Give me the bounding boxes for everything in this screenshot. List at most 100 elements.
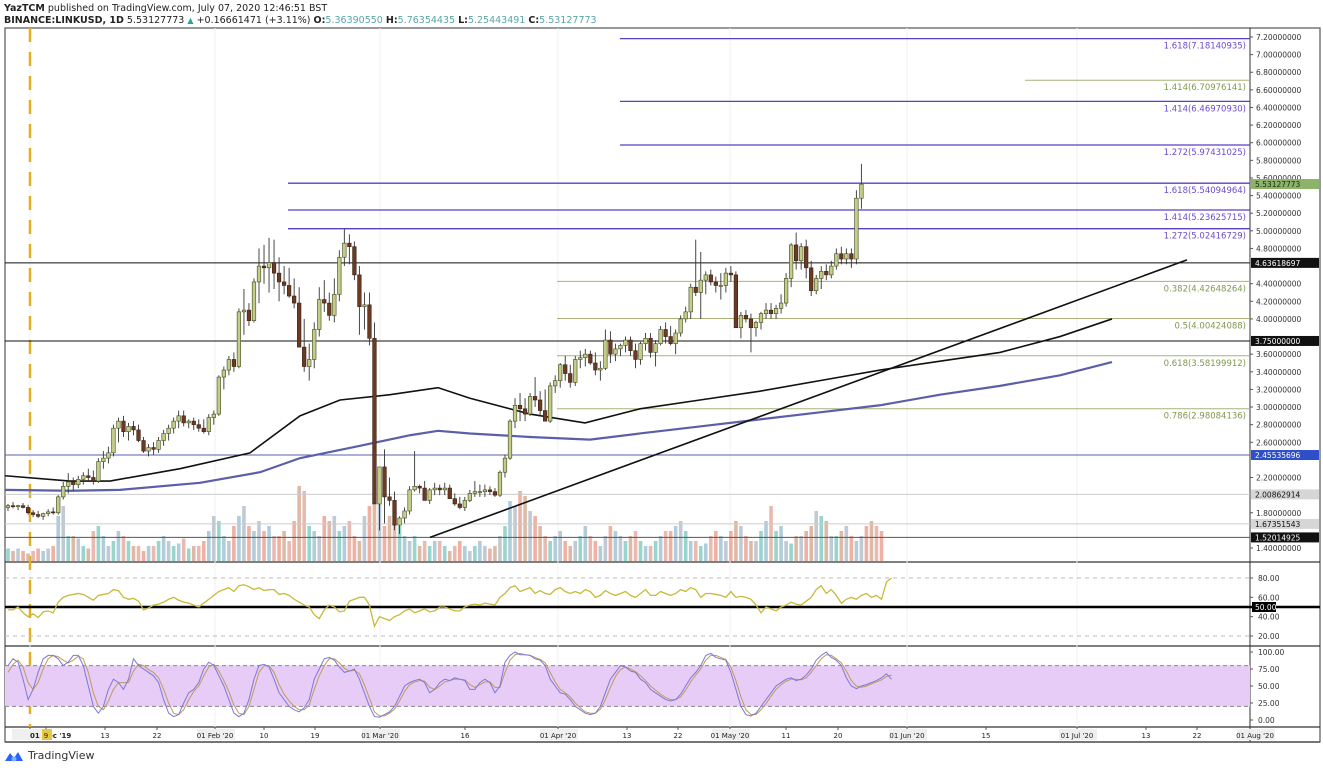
candle[interactable] [598, 367, 603, 371]
candle[interactable] [196, 424, 201, 429]
candle[interactable] [377, 466, 382, 505]
candle[interactable] [101, 457, 106, 462]
candle[interactable] [502, 457, 508, 473]
candle[interactable] [332, 293, 337, 316]
candle[interactable] [743, 315, 749, 320]
candle[interactable] [46, 511, 51, 514]
candle[interactable] [161, 433, 166, 441]
symbol-name[interactable]: BINANCE:LINKUSD, 1D [4, 15, 124, 26]
candle[interactable] [522, 408, 528, 415]
candle[interactable] [558, 364, 563, 381]
candle[interactable] [216, 376, 221, 415]
candle[interactable] [758, 313, 764, 323]
candle[interactable] [497, 471, 503, 496]
candle[interactable] [56, 496, 61, 514]
candle[interactable] [131, 426, 136, 431]
candle[interactable] [41, 513, 46, 517]
candle[interactable] [768, 309, 774, 314]
candle[interactable] [352, 246, 357, 276]
candle[interactable] [638, 343, 643, 360]
candle[interactable] [844, 253, 849, 260]
candle[interactable] [261, 265, 267, 269]
candle[interactable] [527, 396, 533, 415]
candle[interactable] [347, 242, 352, 247]
candle[interactable] [658, 329, 663, 344]
candle[interactable] [432, 487, 437, 491]
candle[interactable] [66, 481, 71, 487]
candle[interactable] [462, 500, 467, 508]
candle[interactable] [25, 507, 31, 514]
candle[interactable] [141, 440, 146, 452]
candle[interactable] [668, 336, 673, 344]
candle[interactable] [703, 274, 708, 281]
candle[interactable] [628, 339, 633, 351]
candle[interactable] [553, 380, 558, 387]
candle[interactable] [81, 475, 86, 480]
candle[interactable] [397, 517, 402, 526]
candle[interactable] [487, 489, 493, 492]
publisher-name[interactable]: YazTCM [4, 3, 45, 14]
tradingview-logo[interactable]: TradingView [4, 749, 94, 762]
candle[interactable] [171, 420, 176, 429]
candle[interactable] [783, 278, 789, 304]
candle[interactable] [211, 413, 216, 418]
candle[interactable] [292, 295, 297, 304]
candle[interactable] [271, 262, 277, 274]
candle[interactable] [633, 350, 638, 360]
price-axis[interactable]: 7.20000000 7.00000000 6.80000000 6.60000000… [1250, 33, 1319, 553]
candle[interactable] [111, 427, 116, 454]
candle[interactable] [317, 299, 322, 330]
candle[interactable] [126, 426, 131, 433]
candle[interactable] [648, 338, 653, 353]
candle[interactable] [387, 496, 392, 501]
candle[interactable] [608, 339, 613, 355]
candle[interactable] [593, 362, 598, 371]
candle[interactable] [20, 505, 26, 508]
candle[interactable] [342, 242, 347, 258]
candle[interactable] [623, 339, 628, 346]
candle[interactable] [532, 396, 538, 401]
candle[interactable] [437, 487, 442, 491]
candle[interactable] [201, 427, 206, 433]
candle[interactable] [226, 359, 231, 371]
candle[interactable] [30, 512, 36, 515]
candle[interactable] [382, 466, 387, 498]
rsi-line[interactable] [8, 577, 892, 629]
candle[interactable] [728, 272, 733, 276]
candle[interactable] [643, 338, 648, 344]
candle[interactable] [753, 322, 759, 329]
candle[interactable] [10, 505, 16, 508]
candle[interactable] [472, 491, 477, 494]
candle[interactable] [392, 500, 397, 526]
candle[interactable] [5, 505, 11, 508]
candle[interactable] [507, 420, 513, 459]
candle[interactable] [281, 281, 287, 286]
candle[interactable] [367, 304, 372, 339]
candle[interactable] [548, 385, 553, 422]
candle[interactable] [412, 486, 417, 491]
candle[interactable] [568, 373, 573, 383]
candle[interactable] [151, 447, 156, 450]
candle[interactable] [809, 267, 814, 292]
candle[interactable] [372, 338, 377, 505]
candle[interactable] [241, 309, 247, 313]
candle[interactable] [36, 514, 41, 517]
candle[interactable] [859, 183, 864, 199]
candle[interactable] [307, 359, 312, 367]
moving-average-200[interactable] [4, 361, 1113, 492]
candle[interactable] [266, 262, 272, 269]
candle[interactable] [236, 311, 242, 367]
candle[interactable] [191, 420, 196, 425]
candle[interactable] [698, 279, 703, 293]
candle[interactable] [231, 359, 237, 367]
candle[interactable] [738, 315, 744, 329]
candle[interactable] [116, 420, 121, 429]
candle[interactable] [723, 272, 728, 286]
candle[interactable] [186, 420, 191, 424]
candle[interactable] [804, 246, 809, 269]
candle[interactable] [688, 286, 693, 313]
candle[interactable] [96, 461, 101, 482]
candle[interactable] [251, 281, 257, 321]
candle[interactable] [327, 302, 332, 316]
candle[interactable] [467, 493, 472, 501]
